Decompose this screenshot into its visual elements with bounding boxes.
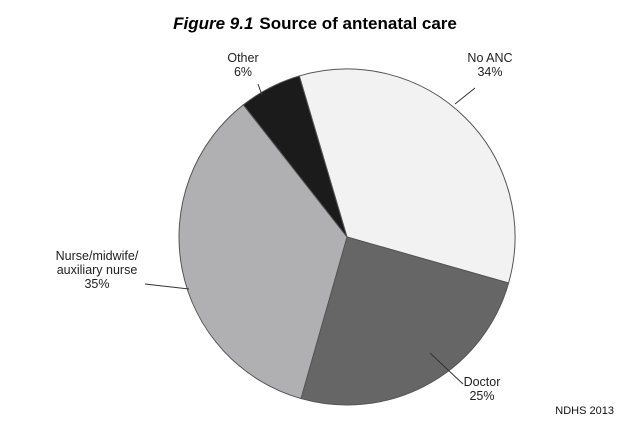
- slice-category-label: Other: [227, 51, 258, 65]
- leader-line: [257, 83, 263, 96]
- leader-line: [454, 87, 476, 105]
- pie-slice-nurse-midwife-auxiliary-nurse: [178, 104, 348, 400]
- slice-category-label: Doctor: [464, 375, 501, 389]
- slice-percentage-label: 34%: [477, 65, 502, 79]
- chart-title: Figure 9.1 Source of antenatal care: [0, 14, 630, 34]
- leader-line: [144, 283, 190, 290]
- pie-slice-other: [242, 75, 348, 238]
- leader-line: [429, 352, 464, 385]
- pie-slices: [178, 68, 516, 406]
- slice-category-label: No ANC: [467, 51, 512, 65]
- slice-category-label: Nurse/midwife/: [56, 249, 139, 263]
- slice-category-label: auxiliary nurse: [57, 263, 138, 277]
- figure-title: Source of antenatal care: [259, 14, 457, 33]
- pie-slice-no-anc: [298, 68, 516, 284]
- slice-percentage-label: 6%: [234, 65, 252, 79]
- slice-percentage-label: 25%: [469, 389, 494, 403]
- leader-lines: [144, 83, 476, 385]
- figure-number: Figure 9.1: [173, 14, 254, 33]
- slice-percentage-label: 35%: [84, 277, 109, 291]
- pie-slice-doctor: [300, 236, 510, 406]
- source-note: NDHS 2013: [555, 405, 614, 417]
